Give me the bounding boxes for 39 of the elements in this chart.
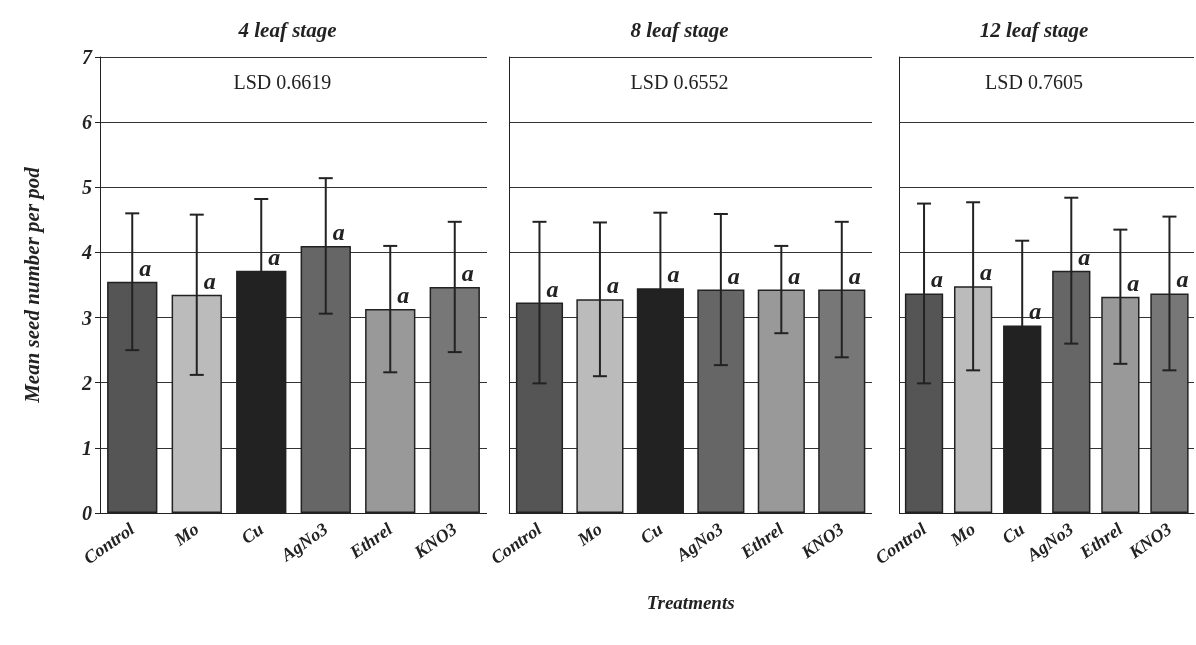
y-tick-label: 2 — [81, 371, 92, 394]
y-tick-label: 7 — [82, 46, 93, 68]
annotation: LSD 0.7605 — [985, 71, 1083, 93]
chart-title: 4 leaf stage — [237, 17, 337, 42]
y-tick-label: 4 — [81, 241, 92, 264]
y-tick-label: 1 — [82, 436, 92, 459]
data-label: a — [667, 261, 680, 288]
data-label: a — [1176, 266, 1189, 293]
data-label: a — [980, 259, 993, 286]
data-label: a — [848, 262, 861, 289]
data-label: a — [727, 262, 740, 289]
y-axis-title: Mean seed number per pod — [19, 166, 44, 404]
data-label: a — [1127, 269, 1140, 296]
data-label: a — [268, 243, 281, 270]
data-label: a — [931, 266, 944, 293]
x-axis-title: Treatments — [646, 592, 735, 613]
x-tick-label: Cu — [237, 518, 267, 548]
x-tick-label: Cu — [636, 518, 667, 548]
data-label: a — [606, 272, 619, 299]
x-tick-label: Mo — [946, 518, 979, 551]
data-label: a — [546, 275, 559, 302]
x-tick-label: Cu — [998, 518, 1028, 548]
data-label: a — [397, 282, 410, 309]
data-label: a — [461, 259, 474, 286]
x-tick-label: Mo — [572, 518, 606, 551]
chart-title: 12 leaf stage — [979, 17, 1089, 42]
data-label: a — [139, 254, 152, 281]
data-label: a — [332, 218, 345, 245]
x-tick-label: Mo — [169, 518, 203, 551]
y-tick-label: 5 — [82, 176, 92, 199]
data-label: a — [788, 262, 801, 289]
annotation: LSD 0.6619 — [233, 71, 332, 93]
y-tick-label: 6 — [82, 111, 92, 134]
y-tick-label: 3 — [81, 306, 92, 329]
chart-title: 8 leaf stage — [630, 17, 729, 42]
annotation: LSD 0.6552 — [630, 71, 729, 93]
data-label: a — [1078, 243, 1091, 270]
y-tick-label: 0 — [82, 502, 92, 524]
data-label: a — [203, 267, 216, 294]
